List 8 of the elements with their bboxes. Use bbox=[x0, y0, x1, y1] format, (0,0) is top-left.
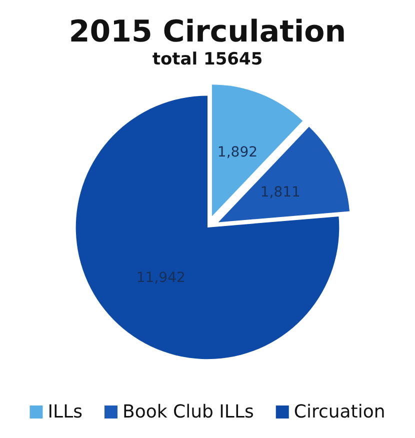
data-label: 11,942 bbox=[136, 270, 186, 286]
legend-label: Book Club ILLs bbox=[122, 402, 254, 422]
legend-label: Circuation bbox=[294, 402, 386, 422]
chart-subtitle: total 15645 bbox=[152, 50, 263, 70]
data-label: 1,811 bbox=[260, 184, 300, 200]
chart-title: 2015 Circulation bbox=[68, 14, 346, 50]
data-label: 1,892 bbox=[217, 144, 258, 160]
legend-label: ILLs bbox=[48, 402, 82, 422]
